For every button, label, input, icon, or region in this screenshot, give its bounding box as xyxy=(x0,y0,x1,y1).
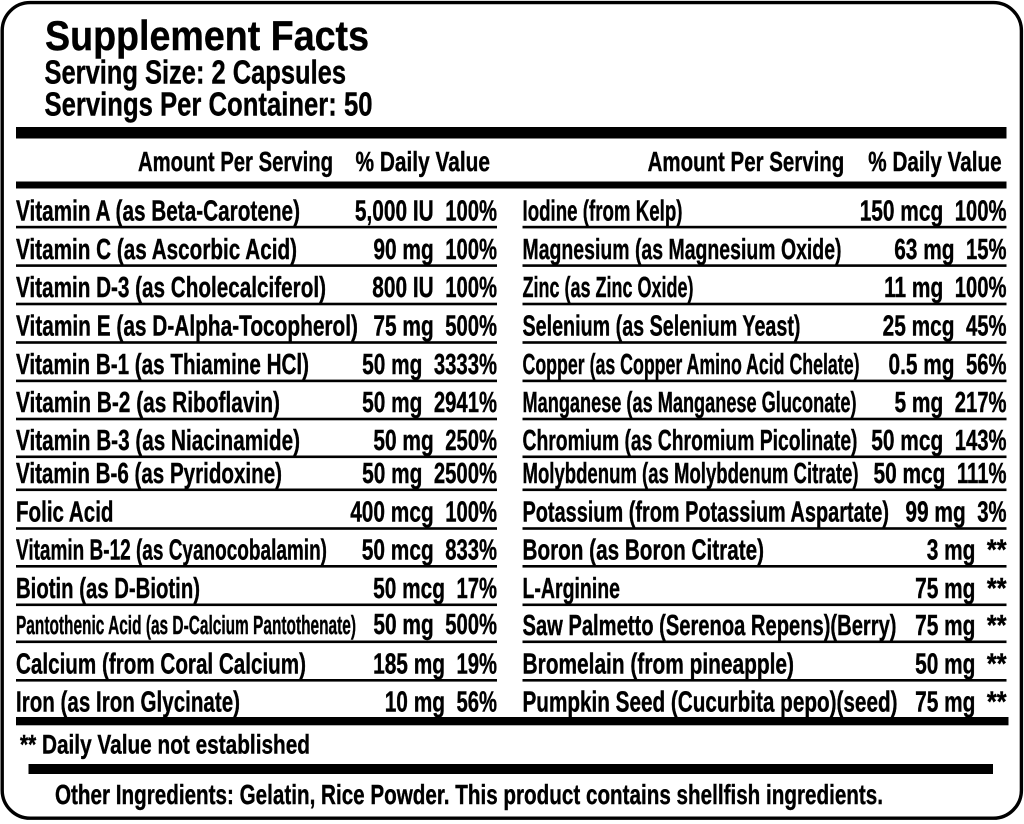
svg-text:L-Arginine: L-Arginine xyxy=(523,573,621,605)
svg-text:Serving Size: 2 Capsules: Serving Size: 2 Capsules xyxy=(45,54,347,91)
svg-text:500%: 500% xyxy=(445,609,497,641)
svg-text:Other Ingredients: Gelatin, Ri: Other Ingredients: Gelatin, Rice Powder.… xyxy=(55,779,883,810)
svg-text:50 mg: 50 mg xyxy=(373,425,433,457)
svg-text:3333%: 3333% xyxy=(434,349,497,381)
svg-text:63 mg: 63 mg xyxy=(894,234,954,266)
svg-text:Magnesium (as Magnesium Oxide): Magnesium (as Magnesium Oxide) xyxy=(523,234,842,266)
svg-text:15%: 15% xyxy=(966,234,1007,266)
svg-text:**: ** xyxy=(987,535,1007,567)
svg-text:2941%: 2941% xyxy=(434,387,497,419)
svg-text:50 mg: 50 mg xyxy=(915,649,975,681)
svg-text:50 mg: 50 mg xyxy=(362,387,422,419)
svg-text:100%: 100% xyxy=(955,195,1007,227)
svg-text:Pumpkin Seed (Cucurbita pepo)(: Pumpkin Seed (Cucurbita pepo)(seed) xyxy=(523,687,898,719)
svg-text:3 mg: 3 mg xyxy=(927,535,976,567)
svg-text:**: ** xyxy=(987,649,1007,681)
svg-text:50 mg: 50 mg xyxy=(373,609,433,641)
svg-text:50 mcg: 50 mcg xyxy=(373,573,445,605)
svg-text:99 mg: 99 mg xyxy=(905,497,965,529)
svg-text:50 mcg: 50 mcg xyxy=(874,458,946,490)
svg-text:56%: 56% xyxy=(966,349,1007,381)
svg-text:2500%: 2500% xyxy=(434,458,497,490)
svg-text:800 IU: 800 IU xyxy=(372,272,433,304)
svg-text:Vitamin B-1 (as Thiamine HCl): Vitamin B-1 (as Thiamine HCl) xyxy=(16,349,309,381)
svg-text:250%: 250% xyxy=(445,425,497,457)
svg-text:Vitamin B-3 (as Niacinamide): Vitamin B-3 (as Niacinamide) xyxy=(16,425,300,457)
svg-text:100%: 100% xyxy=(445,272,497,304)
svg-text:56%: 56% xyxy=(457,687,498,719)
svg-text:45%: 45% xyxy=(966,311,1007,343)
svg-text:Vitamin D-3 (as Cholecalcifero: Vitamin D-3 (as Cholecalciferol) xyxy=(16,272,326,304)
svg-text:Vitamin B-12 (as Cyanocobalami: Vitamin B-12 (as Cyanocobalamin) xyxy=(16,535,327,567)
svg-text:Copper (as Copper Amino Acid C: Copper (as Copper Amino Acid Chelate) xyxy=(523,349,860,381)
svg-text:19%: 19% xyxy=(457,649,498,681)
svg-text:75 mg: 75 mg xyxy=(915,573,975,605)
svg-text:50 mg: 50 mg xyxy=(362,349,422,381)
svg-text:10 mg: 10 mg xyxy=(385,687,445,719)
svg-text:75 mg: 75 mg xyxy=(915,610,975,642)
svg-text:217%: 217% xyxy=(955,387,1007,419)
svg-text:% Daily Value: % Daily Value xyxy=(356,146,491,177)
svg-text:Chromium (as Chromium Picolina: Chromium (as Chromium Picolinate) xyxy=(523,425,858,457)
svg-text:Vitamin C (as Ascorbic Acid): Vitamin C (as Ascorbic Acid) xyxy=(16,234,297,266)
svg-text:Folic Acid: Folic Acid xyxy=(16,497,114,529)
svg-text:Vitamin A (as Beta-Carotene): Vitamin A (as Beta-Carotene) xyxy=(16,195,300,227)
svg-text:Saw Palmetto (Serenoa Repens)(: Saw Palmetto (Serenoa Repens)(Berry) xyxy=(523,610,897,642)
svg-text:100%: 100% xyxy=(445,195,497,227)
svg-text:90 mg: 90 mg xyxy=(373,234,433,266)
svg-text:Pantothenic Acid (as D-Calcium: Pantothenic Acid (as D-Calcium Pantothen… xyxy=(16,612,356,640)
svg-text:75 mg: 75 mg xyxy=(915,687,975,719)
svg-text:** Daily Value not established: ** Daily Value not established xyxy=(20,730,310,760)
svg-text:143%: 143% xyxy=(955,425,1007,457)
svg-text:100%: 100% xyxy=(445,497,497,529)
svg-text:400 mcg: 400 mcg xyxy=(350,497,434,529)
svg-text:Boron (as Boron Citrate): Boron (as Boron Citrate) xyxy=(523,535,765,567)
svg-text:**: ** xyxy=(987,610,1007,642)
svg-text:Servings Per Container: 50: Servings Per Container: 50 xyxy=(45,86,373,123)
svg-text:500%: 500% xyxy=(445,311,497,343)
svg-text:Vitamin B-2 (as Riboflavin): Vitamin B-2 (as Riboflavin) xyxy=(16,387,280,419)
svg-text:0.5 mg: 0.5 mg xyxy=(889,349,955,381)
svg-text:100%: 100% xyxy=(955,272,1007,304)
svg-text:185 mg: 185 mg xyxy=(373,649,445,681)
svg-text:3%: 3% xyxy=(977,497,1006,529)
svg-text:25 mcg: 25 mcg xyxy=(883,311,955,343)
svg-text:5,000 IU: 5,000 IU xyxy=(355,195,434,227)
svg-text:150 mcg: 150 mcg xyxy=(860,195,944,227)
svg-text:% Daily Value: % Daily Value xyxy=(868,146,1001,177)
svg-text:Supplement Facts: Supplement Facts xyxy=(45,12,369,59)
svg-text:Bromelain (from pineapple): Bromelain (from pineapple) xyxy=(523,649,795,681)
svg-text:Iodine (from Kelp): Iodine (from Kelp) xyxy=(523,195,683,227)
svg-text:50 mcg: 50 mcg xyxy=(362,535,434,567)
svg-text:111%: 111% xyxy=(957,458,1007,490)
svg-text:Biotin (as D-Biotin): Biotin (as D-Biotin) xyxy=(16,573,200,605)
svg-text:75 mg: 75 mg xyxy=(373,311,433,343)
svg-text:Zinc (as Zinc Oxide): Zinc (as Zinc Oxide) xyxy=(523,272,694,304)
svg-text:17%: 17% xyxy=(457,573,498,605)
svg-text:833%: 833% xyxy=(445,535,497,567)
svg-text:50 mcg: 50 mcg xyxy=(871,425,943,457)
svg-text:5 mg: 5 mg xyxy=(895,387,944,419)
svg-text:**: ** xyxy=(987,573,1007,605)
svg-text:Potassium (from Potassium Aspa: Potassium (from Potassium Aspartate) xyxy=(523,497,890,529)
svg-text:Manganese (as Manganese Glucon: Manganese (as Manganese Gluconate) xyxy=(523,387,857,419)
svg-text:Selenium (as Selenium Yeast): Selenium (as Selenium Yeast) xyxy=(523,311,801,343)
svg-text:Iron (as Iron Glycinate): Iron (as Iron Glycinate) xyxy=(16,687,240,719)
svg-text:Molybdenum (as Molybdenum Citr: Molybdenum (as Molybdenum Citrate) xyxy=(523,458,859,490)
svg-text:Calcium (from Coral Calcium): Calcium (from Coral Calcium) xyxy=(16,649,306,681)
svg-text:Amount Per Serving: Amount Per Serving xyxy=(648,146,845,177)
svg-text:**: ** xyxy=(987,687,1007,719)
svg-text:11 mg: 11 mg xyxy=(884,272,943,304)
svg-text:Vitamin B-6 (as Pyridoxine): Vitamin B-6 (as Pyridoxine) xyxy=(16,458,282,490)
svg-text:Vitamin E (as D-Alpha-Tocopher: Vitamin E (as D-Alpha-Tocopherol) xyxy=(16,311,358,343)
svg-text:100%: 100% xyxy=(445,234,497,266)
svg-text:50 mg: 50 mg xyxy=(362,458,422,490)
svg-text:Amount Per Serving: Amount Per Serving xyxy=(138,146,333,177)
